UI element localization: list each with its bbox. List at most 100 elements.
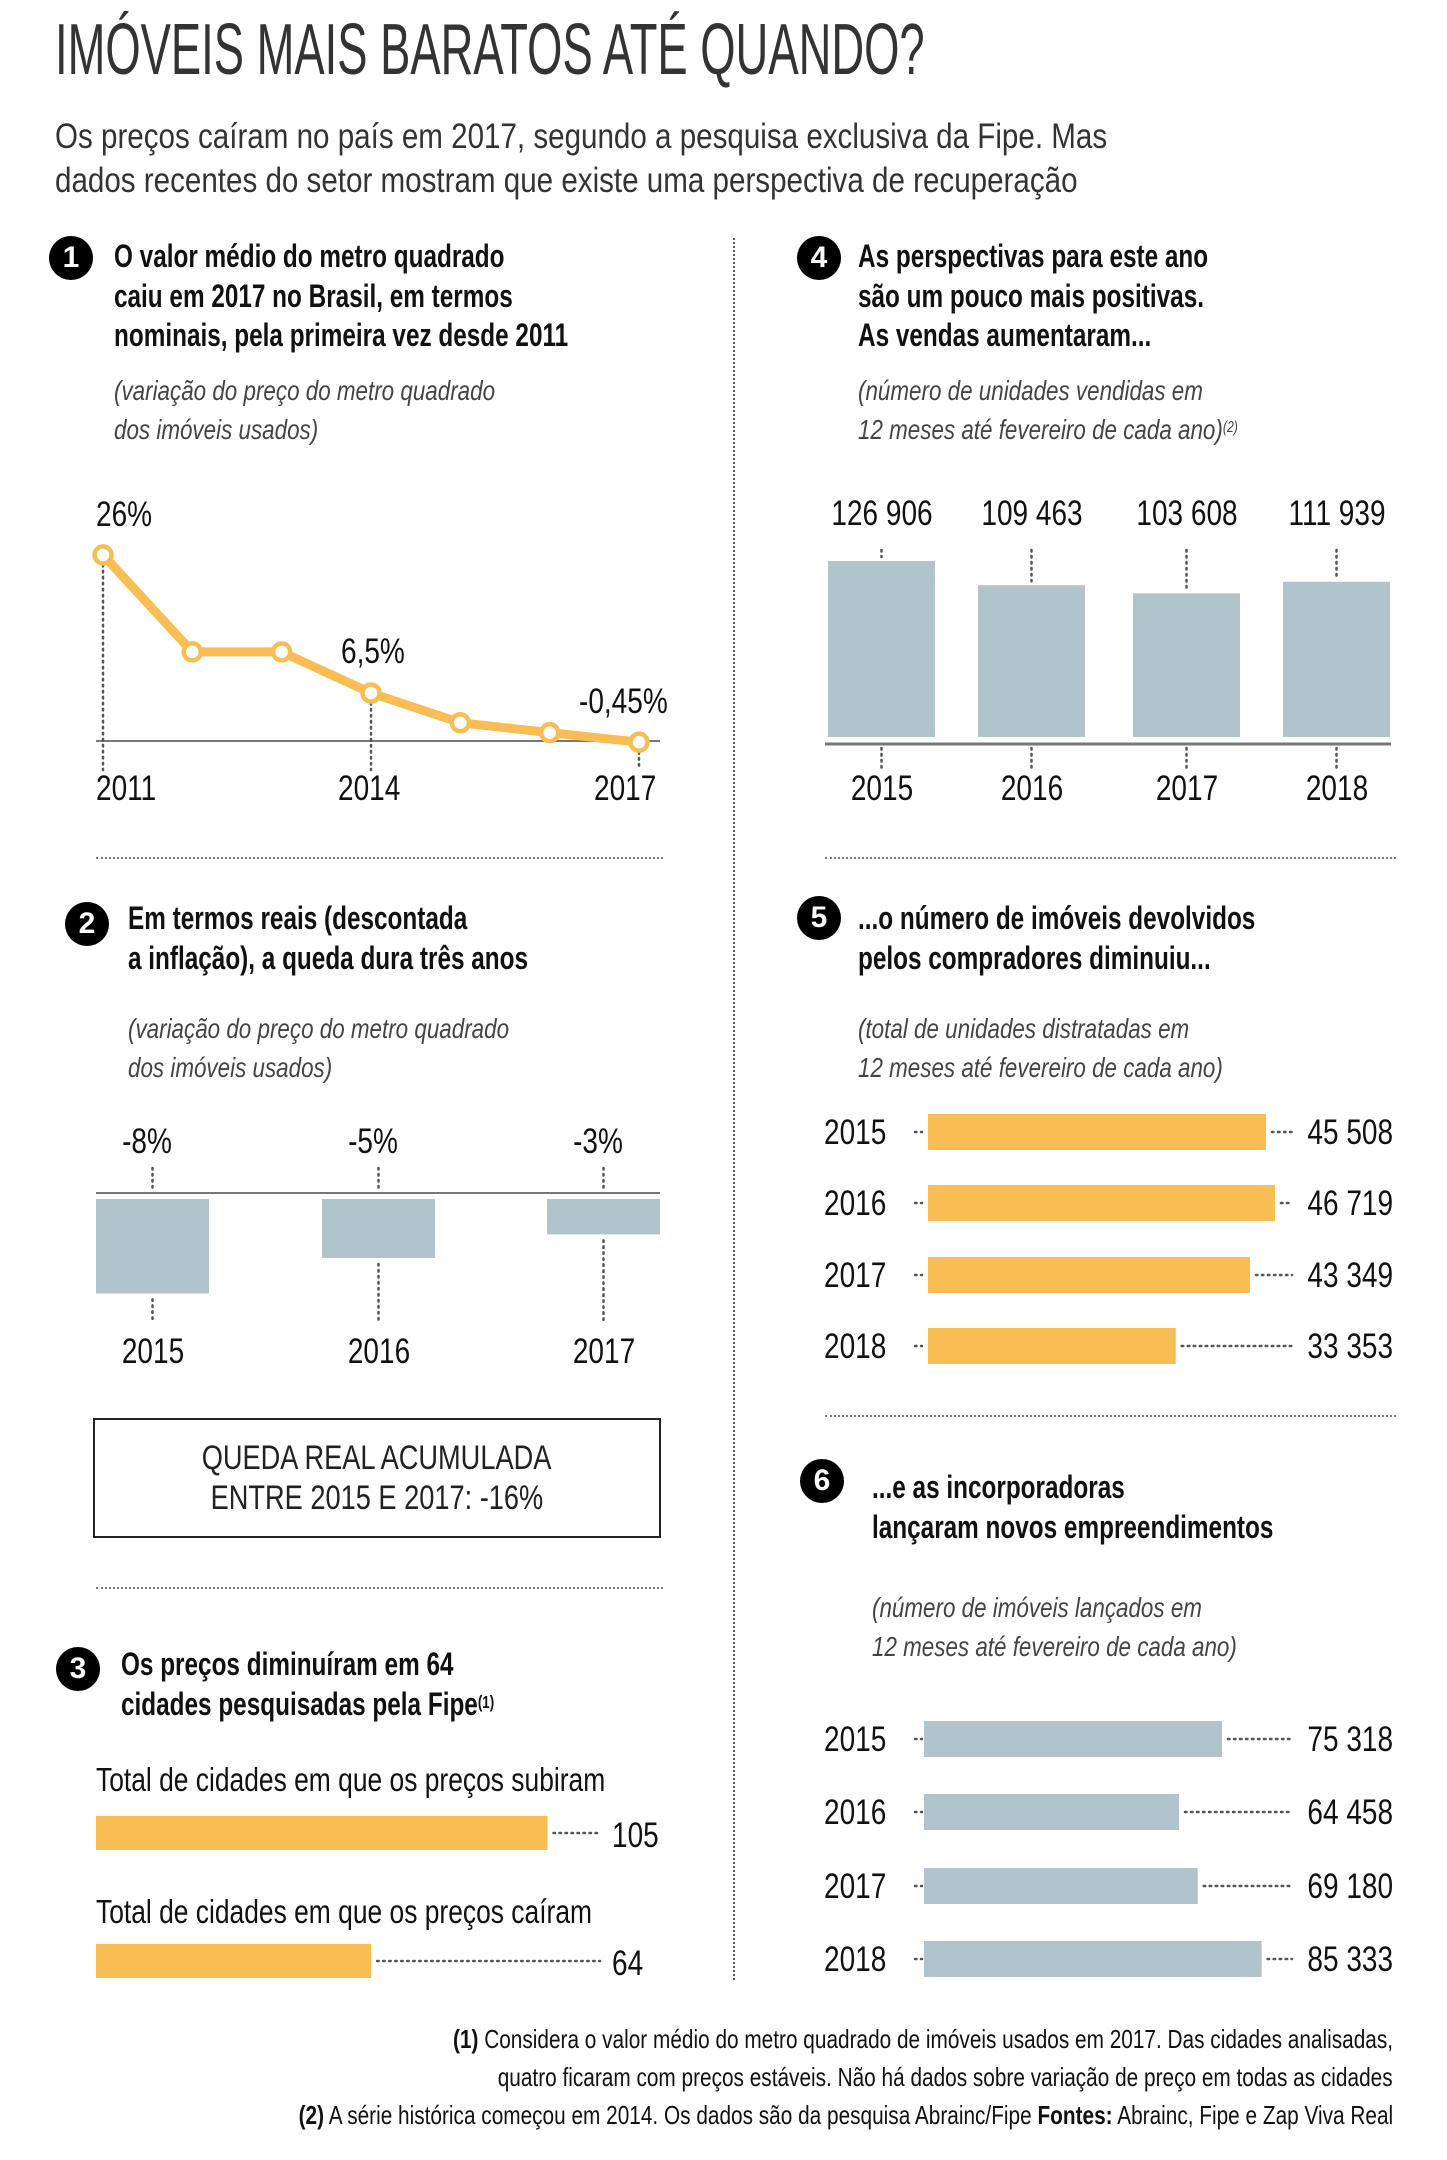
bar xyxy=(96,1816,548,1850)
x-tick-label: 2018 xyxy=(1305,769,1368,808)
bar-value-label: 111 939 xyxy=(1287,494,1386,533)
sublabel-line: 12 meses até fevereiro de cada ano) xyxy=(858,1051,1223,1083)
data-point xyxy=(270,641,293,663)
point-label: 26% xyxy=(96,495,153,534)
section-2-sublabel: (variação do preço do metro quadrado dos… xyxy=(128,1010,509,1087)
callout-line: ENTRE 2015 E 2017: -16% xyxy=(210,1479,544,1517)
sublabel-line: (número de unidades vendidas em xyxy=(858,375,1203,406)
heading-text: cidades pesquisadas pela Fipe xyxy=(121,1685,478,1722)
sublabel-line: dos imóveis usados) xyxy=(128,1051,333,1083)
footnote-marker: (1) xyxy=(477,1691,495,1712)
heading-line: pelos compradores diminuiu... xyxy=(858,939,1211,976)
section-number-badge: 3 xyxy=(56,1647,100,1691)
data-point xyxy=(181,641,204,663)
heading-line: As vendas aumentaram... xyxy=(858,317,1152,353)
bar-value-label: 33 353 xyxy=(1307,1327,1393,1366)
sublabel-line: (variação do preço do metro quadrado xyxy=(128,1013,510,1044)
bar xyxy=(928,1257,1250,1293)
sources-text: Abrainc, Fipe e Zap Viva Real xyxy=(1117,2100,1393,2130)
page-subtitle: Os preços caíram no país em 2017, segund… xyxy=(55,115,1107,203)
bar-value-label: 85 333 xyxy=(1307,1940,1393,1979)
row-year-label: 2015 xyxy=(824,1720,887,1759)
bar-value-label: 45 508 xyxy=(1307,1113,1393,1152)
point-label: -0,45% xyxy=(579,682,668,721)
row-year-label: 2017 xyxy=(824,1867,887,1906)
heading-line: Em termos reais (descontada xyxy=(128,900,468,936)
section-4-heading: As perspectivas para este ano são um pou… xyxy=(858,237,1208,356)
heading-line: Os preços diminuíram em 64 xyxy=(121,1646,454,1682)
section-5-heading: ...o número de imóveis devolvidos pelos … xyxy=(858,899,1255,978)
bar-category-label: Total de cidades em que os preços caíram xyxy=(96,1893,592,1930)
heading-line: lançaram novos empreendimentos xyxy=(872,1508,1274,1545)
row-year-label: 2016 xyxy=(824,1184,887,1223)
bar xyxy=(96,1199,209,1294)
row-year-label: 2016 xyxy=(824,1793,887,1832)
section-separator xyxy=(825,857,1396,859)
point-label: 6,5% xyxy=(341,632,405,671)
bar-value-label: 126 906 xyxy=(830,494,933,533)
bar-value-label: 103 608 xyxy=(1135,494,1238,533)
x-tick-label: 2016 xyxy=(1000,769,1063,808)
bar xyxy=(924,1721,1222,1757)
section-2-heading: Em termos reais (descontada a inflação),… xyxy=(128,899,528,978)
footnote-2: (2) A série histórica começou em 2014. O… xyxy=(298,2102,1393,2128)
sublabel-line: (número de imóveis lançados em xyxy=(872,1592,1202,1623)
bar-value-label: -5% xyxy=(347,1122,398,1161)
x-tick-label: 2015 xyxy=(850,769,913,808)
section-separator xyxy=(96,1587,663,1589)
bar-value-label: 109 463 xyxy=(980,494,1083,533)
footnote-marker: (1) xyxy=(452,2024,479,2054)
section-separator xyxy=(825,1415,1396,1417)
bar-value-label: 75 318 xyxy=(1307,1720,1393,1759)
bar xyxy=(928,1114,1266,1150)
section-5-sublabel: (total de unidades distratadas em 12 mes… xyxy=(858,1010,1223,1087)
bar-value-label: 46 719 xyxy=(1307,1184,1393,1223)
section-number-badge: 5 xyxy=(797,896,841,940)
bar-value-label: -3% xyxy=(572,1122,623,1161)
heading-line: cidades pesquisadas pela Fipe(1) xyxy=(121,1685,494,1725)
section-6-heading: ...e as incorporadoras lançaram novos em… xyxy=(872,1468,1273,1547)
bar-category-label: Total de cidades em que os preços subira… xyxy=(96,1761,606,1798)
bar-value-label: 105 xyxy=(612,1816,659,1855)
x-tick-label: 2016 xyxy=(347,1332,410,1371)
bar-value-label: 64 xyxy=(612,1944,644,1983)
section-1-sublabel: (variação do preço do metro quadrado dos… xyxy=(114,372,495,449)
footnote-1-line-2: quatro ficaram com preços estáveis. Não … xyxy=(498,2062,1393,2092)
footnote-text: A série histórica começou em 2014. Os da… xyxy=(328,2100,1032,2130)
bar-value-label: -8% xyxy=(121,1122,172,1161)
bar xyxy=(1283,581,1390,737)
x-tick-label: 2017 xyxy=(572,1332,635,1371)
bar xyxy=(547,1199,660,1235)
bar xyxy=(928,1185,1275,1221)
sources-label: Fontes: xyxy=(1037,2100,1113,2130)
heading-line: ...o número de imóveis devolvidos xyxy=(858,900,1256,936)
heading-line: As perspectivas para este ano xyxy=(858,238,1209,274)
data-point xyxy=(628,731,650,753)
bar-value-label: 43 349 xyxy=(1307,1256,1393,1295)
footnote-text: Considera o valor médio do metro quadrad… xyxy=(484,2024,1394,2054)
sublabel-line: (total de unidades distratadas em xyxy=(858,1013,1190,1044)
data-point xyxy=(360,682,382,704)
footnote-1-line-1: (1) Considera o valor médio do metro qua… xyxy=(453,2026,1393,2052)
bar xyxy=(322,1199,435,1258)
accumulated-drop-callout: QUEDA REAL ACUMULADA ENTRE 2015 E 2017: … xyxy=(93,1418,661,1538)
sublabel-line: 12 meses até fevereiro de cada ano) xyxy=(872,1630,1237,1662)
heading-line: nominais, pela primeira vez desde 2011 xyxy=(114,317,569,353)
subtitle-line: dados recentes do setor mostram que exis… xyxy=(55,161,1078,200)
bar xyxy=(924,1868,1198,1904)
section-1-heading: O valor médio do metro quadrado caiu em … xyxy=(114,237,568,356)
section-6-sublabel: (número de imóveis lançados em 12 meses … xyxy=(872,1589,1237,1666)
sublabel-line: 12 meses até fevereiro de cada ano)(2) xyxy=(858,411,1238,450)
x-tick-label: 2015 xyxy=(121,1332,184,1371)
bar xyxy=(978,585,1085,737)
bar xyxy=(96,1944,372,1978)
bar xyxy=(924,1794,1180,1830)
heading-line: a inflação), a queda dura três anos xyxy=(128,939,529,976)
section-number-badge: 4 xyxy=(797,236,841,280)
sublabel-line: (variação do preço do metro quadrado xyxy=(114,375,496,406)
data-point xyxy=(92,544,114,566)
section-4-sublabel: (número de unidades vendidas em 12 meses… xyxy=(858,372,1238,449)
section-number-badge: 2 xyxy=(65,902,109,946)
data-point xyxy=(538,721,561,744)
